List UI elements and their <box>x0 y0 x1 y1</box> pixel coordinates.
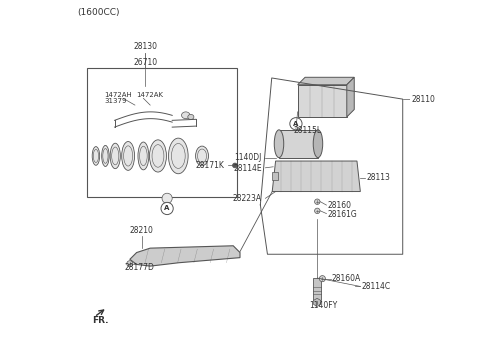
Text: 28110: 28110 <box>412 95 436 104</box>
Circle shape <box>314 208 320 214</box>
Text: 28223A: 28223A <box>233 195 262 203</box>
Text: 28160A: 28160A <box>332 274 361 283</box>
Text: 1472AK: 1472AK <box>137 92 164 98</box>
Bar <box>298 85 347 117</box>
Bar <box>313 278 322 300</box>
Ellipse shape <box>138 142 149 170</box>
Circle shape <box>290 118 302 130</box>
Ellipse shape <box>168 138 188 174</box>
Text: FR.: FR. <box>93 316 109 325</box>
Text: 28161G: 28161G <box>327 210 357 219</box>
Circle shape <box>232 163 237 168</box>
Ellipse shape <box>122 142 134 170</box>
Circle shape <box>127 261 133 267</box>
Circle shape <box>161 202 173 215</box>
Text: 28113: 28113 <box>366 174 390 182</box>
Text: 28160: 28160 <box>327 201 351 210</box>
Text: 28115L: 28115L <box>294 126 322 135</box>
Polygon shape <box>272 161 360 192</box>
Bar <box>87 68 237 197</box>
Ellipse shape <box>110 143 120 169</box>
Polygon shape <box>298 77 354 85</box>
Polygon shape <box>130 246 240 266</box>
Text: 1472AH: 1472AH <box>104 92 132 98</box>
Text: 1140DJ: 1140DJ <box>235 153 262 162</box>
Ellipse shape <box>195 146 208 166</box>
Text: A: A <box>293 121 299 127</box>
Text: 28114E: 28114E <box>233 164 262 173</box>
Ellipse shape <box>188 115 194 119</box>
Circle shape <box>314 199 320 204</box>
Bar <box>279 130 318 158</box>
Polygon shape <box>347 77 354 117</box>
Bar <box>272 172 278 180</box>
Text: A: A <box>165 205 170 212</box>
Text: 28130: 28130 <box>133 42 157 51</box>
Text: 28210: 28210 <box>130 225 154 235</box>
Ellipse shape <box>149 140 167 172</box>
Text: 28114C: 28114C <box>361 282 390 291</box>
Circle shape <box>162 193 172 203</box>
Circle shape <box>319 276 325 282</box>
Text: (1600CC): (1600CC) <box>77 8 120 18</box>
Ellipse shape <box>313 130 323 158</box>
Ellipse shape <box>181 112 190 119</box>
Ellipse shape <box>102 145 109 166</box>
Ellipse shape <box>92 146 100 165</box>
Text: 31379: 31379 <box>104 98 127 104</box>
Text: 1140FY: 1140FY <box>310 301 338 310</box>
Ellipse shape <box>274 130 284 158</box>
Text: 26710: 26710 <box>133 58 157 67</box>
Text: 28177D: 28177D <box>124 263 154 272</box>
Text: 28171K: 28171K <box>196 161 225 170</box>
